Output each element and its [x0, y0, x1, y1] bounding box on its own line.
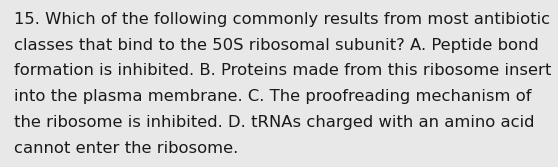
Text: cannot enter the ribosome.: cannot enter the ribosome. [14, 141, 238, 156]
Text: into the plasma membrane. C. The proofreading mechanism of: into the plasma membrane. C. The proofre… [14, 89, 531, 104]
Text: the ribosome is inhibited. D. tRNAs charged with an amino acid: the ribosome is inhibited. D. tRNAs char… [14, 115, 535, 130]
Text: formation is inhibited. B. Proteins made from this ribosome insert: formation is inhibited. B. Proteins made… [14, 63, 551, 78]
Text: 15. Which of the following commonly results from most antibiotic: 15. Which of the following commonly resu… [14, 12, 550, 27]
Text: classes that bind to the 50S ribosomal subunit? A. Peptide bond: classes that bind to the 50S ribosomal s… [14, 38, 538, 53]
